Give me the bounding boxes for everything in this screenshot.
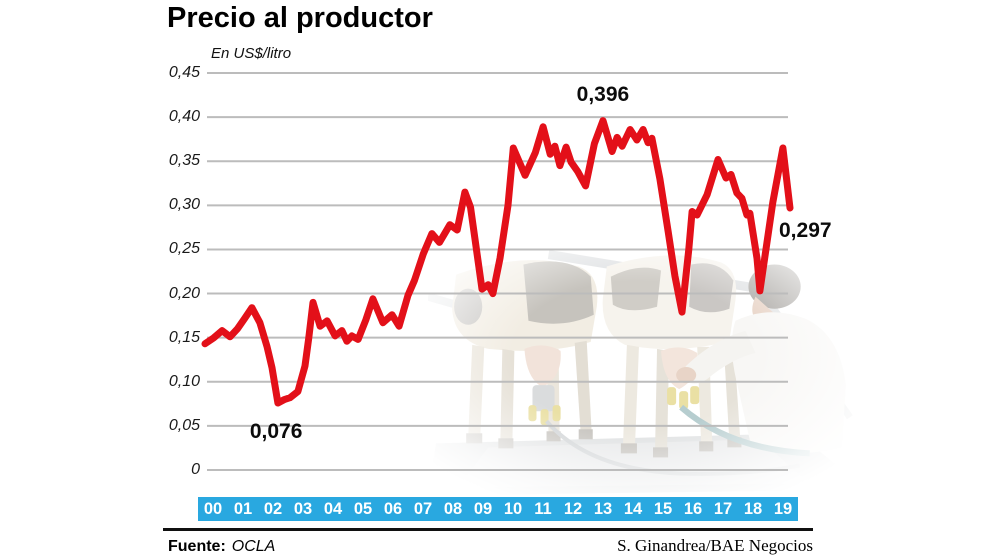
year-tick-label: 01 (233, 500, 253, 518)
year-tick-label: 02 (263, 500, 283, 518)
chart-unit-label: En US$/litro (211, 45, 292, 62)
source-line: Fuente: OCLA (163, 538, 275, 556)
photo-fade-overlay (428, 236, 870, 500)
year-tick-label: 05 (353, 500, 373, 518)
year-tick-label: 09 (473, 500, 493, 518)
year-tick-label: 13 (593, 500, 613, 518)
year-tick-label: 14 (623, 500, 643, 518)
value-annotation: 0,396 (576, 82, 630, 106)
year-tick-label: 16 (683, 500, 703, 518)
footer: Fuente: OCLA S. Ginandrea/BAE Negocios (163, 536, 813, 556)
year-tick-label: 08 (443, 500, 463, 518)
y-axis-tick-label: 0,15 (168, 328, 200, 346)
year-tick-label: 19 (773, 500, 793, 518)
source-label: Fuente: (168, 538, 226, 555)
milking-parlor-photo (426, 236, 870, 500)
year-tick-label: 10 (503, 500, 523, 518)
y-axis-tick-label: 0,05 (168, 416, 200, 434)
year-tick-label: 15 (653, 500, 673, 518)
footer-rule (163, 528, 813, 531)
year-tick-label: 04 (323, 500, 343, 518)
y-axis-tick-label: 0,30 (168, 196, 200, 214)
y-axis-tick-label: 0,45 (168, 64, 200, 81)
year-tick-label: 18 (743, 500, 763, 518)
y-axis-tick-label: 0,35 (168, 152, 200, 170)
page-title: Precio al productor (167, 2, 433, 34)
y-axis-tick-label: 0 (191, 461, 200, 478)
source-value: OCLA (231, 538, 276, 555)
value-annotation: 0,076 (249, 419, 303, 443)
year-tick-label: 12 (563, 500, 583, 518)
price-line (201, 117, 794, 407)
year-tick-label: 00 (203, 500, 223, 518)
y-axis-tick-label: 0,25 (168, 240, 200, 258)
year-tick-label: 11 (534, 500, 552, 518)
year-tick-label: 17 (713, 500, 733, 518)
year-axis-band: 00 01 02 03 04 05 06 07 08 09 10 11 12 13 14 15 16 17 18 19 (198, 497, 798, 521)
credit-text: S. Ginandrea/BAE Negocios (617, 536, 813, 555)
year-tick-label: 06 (383, 500, 403, 518)
y-axis-tick-label: 0,10 (168, 372, 200, 390)
y-axis-tick-label: 0,40 (168, 108, 200, 126)
y-axis-tick-label: 0,20 (168, 284, 200, 302)
year-tick-label: 07 (413, 500, 433, 518)
milking-parlor-illustration (426, 236, 870, 500)
year-tick-label: 03 (293, 500, 313, 518)
value-annotation: 0,297 (779, 218, 832, 242)
